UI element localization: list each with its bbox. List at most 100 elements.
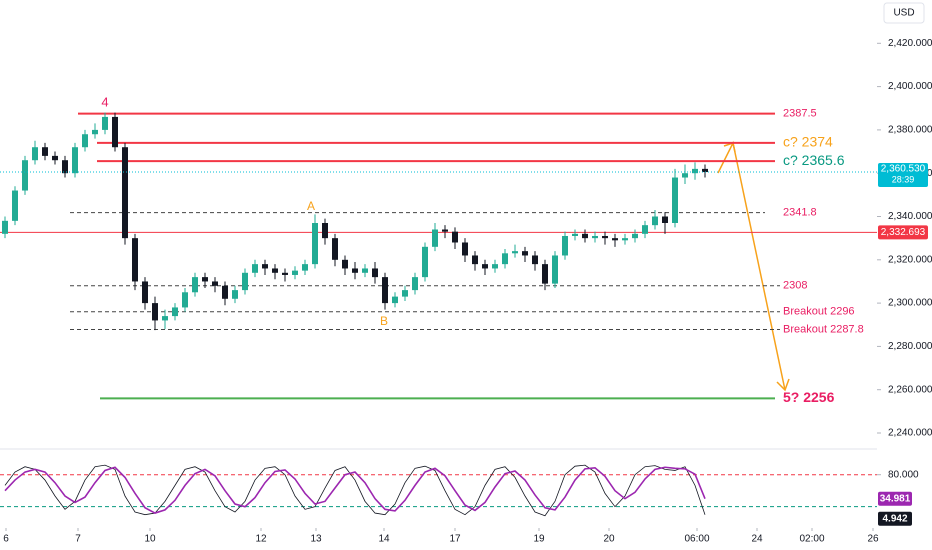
- candle-body: [592, 235, 598, 239]
- candle-body: [252, 264, 258, 273]
- candle-body: [462, 242, 468, 256]
- osc-y-tick-label: 80.000: [888, 469, 919, 480]
- x-tick-label: 12: [255, 534, 267, 545]
- candle-body: [192, 277, 198, 293]
- candle-body: [72, 147, 78, 174]
- y-tick-label: 2,300.000: [888, 298, 932, 309]
- x-tick-label: 17: [449, 534, 461, 545]
- candle-body: [522, 251, 528, 256]
- candle-body: [272, 268, 278, 273]
- currency: USD: [893, 8, 914, 19]
- candle-body: [492, 264, 498, 269]
- candle-body: [602, 235, 608, 239]
- level-label: Breakout 2287.8: [783, 323, 864, 335]
- y-tick-label: 2,400.000: [888, 81, 932, 92]
- candle-body: [482, 264, 488, 269]
- level-label: c? 2374: [783, 134, 833, 150]
- y-tick-label: 2,320.000: [888, 254, 932, 265]
- marker-label: 2,332.693: [881, 227, 926, 238]
- candle-body: [562, 235, 568, 256]
- y-tick-label: 2,340.000: [888, 211, 932, 222]
- candle-body: [382, 277, 388, 304]
- candle-body: [432, 229, 438, 247]
- level-label: 2308: [783, 280, 807, 292]
- candle-body: [652, 216, 658, 226]
- osc-value-label: 4.942: [882, 513, 907, 524]
- candle-body: [692, 168, 698, 174]
- candle-body: [202, 277, 208, 282]
- candle-body: [312, 223, 318, 265]
- last-price-badge: [878, 163, 928, 188]
- x-tick-label: 06:00: [684, 534, 709, 545]
- x-tick-label: 13: [310, 534, 322, 545]
- candle-body: [42, 147, 48, 156]
- wave-label: B: [380, 314, 388, 328]
- candle-body: [632, 233, 638, 239]
- wave-label: A: [307, 199, 315, 213]
- candle-body: [132, 238, 138, 282]
- osc-value-label: 34.981: [880, 493, 911, 504]
- candle-body: [402, 290, 408, 297]
- y-tick-label: 2,420.000: [888, 38, 932, 49]
- level-label: c? 2365.6: [783, 152, 845, 168]
- candle-body: [232, 290, 238, 299]
- arrowhead: [776, 378, 790, 392]
- level-label: 5? 2256: [783, 389, 835, 405]
- osc-line: [4, 466, 706, 514]
- y-tick-label: 2,280.000: [888, 341, 932, 352]
- x-tick-label: 19: [533, 534, 545, 545]
- candle-body: [702, 168, 708, 173]
- y-tick-label: 2,380.000: [888, 125, 932, 136]
- candle-body: [62, 160, 68, 174]
- candle-body: [52, 155, 58, 161]
- candle-body: [172, 307, 178, 317]
- candle-body: [122, 147, 128, 239]
- candle-body: [12, 190, 18, 221]
- candle-body: [422, 246, 428, 278]
- candle-body: [532, 255, 538, 265]
- candle-body: [212, 281, 218, 286]
- currency-box[interactable]: [883, 2, 925, 24]
- level-label: 2341.8: [783, 207, 817, 219]
- candle-body: [282, 272, 288, 275]
- candle-body: [612, 238, 618, 241]
- candle-body: [352, 268, 358, 273]
- candle-body: [292, 270, 298, 275]
- candle-body: [102, 116, 108, 130]
- candle-body: [22, 160, 28, 191]
- osc-line: [4, 464, 706, 517]
- candle-body: [162, 316, 168, 321]
- candle-body: [262, 264, 268, 269]
- candle-body: [302, 264, 308, 271]
- candle-body: [392, 296, 398, 304]
- candle-body: [82, 134, 88, 148]
- candle-body: [452, 231, 458, 243]
- level-label: Breakout 2296: [783, 306, 855, 318]
- candle-body: [322, 223, 328, 239]
- x-tick-label: 14: [378, 534, 390, 545]
- osc-badge: [878, 511, 912, 526]
- candle-body: [672, 177, 678, 223]
- candle-body: [332, 238, 338, 260]
- candle-body: [92, 129, 98, 135]
- candle-body: [502, 253, 508, 265]
- candle-body: [32, 147, 38, 161]
- candle-body: [682, 173, 688, 178]
- candle-body: [412, 277, 418, 291]
- candle-body: [2, 220, 8, 234]
- candle-body: [542, 264, 548, 284]
- candle-body: [622, 238, 628, 241]
- candle-body: [472, 255, 478, 265]
- candle-body: [662, 216, 668, 223]
- candle-body: [112, 116, 118, 148]
- last-price-label: 2,360.530: [881, 164, 926, 175]
- marker-badge: [878, 225, 928, 240]
- candle-body: [552, 255, 558, 284]
- candle-body: [342, 259, 348, 269]
- candle-body: [242, 272, 248, 291]
- y-tick-label: 2,240.000: [888, 428, 932, 439]
- x-tick-label: 02:00: [799, 534, 824, 545]
- y-tick-label: 2,260.000: [888, 384, 932, 395]
